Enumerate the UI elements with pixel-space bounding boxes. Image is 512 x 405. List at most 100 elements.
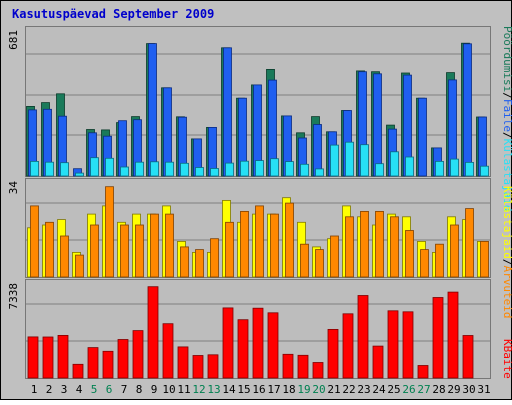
visitors-hits-bar: [285, 161, 294, 177]
x-tick-label: 3: [61, 383, 68, 396]
x-tick-label: 11: [177, 383, 190, 396]
kbytes-bar: [147, 286, 159, 379]
x-tick-label: 22: [342, 383, 355, 396]
kbytes-bar: [462, 335, 474, 379]
kbytes-bar: [222, 307, 234, 379]
visitors-hits-bar: [75, 172, 84, 177]
kbytes-bar: [102, 350, 114, 379]
x-tick-label: 13: [207, 383, 220, 396]
hosts-bar: [60, 235, 69, 278]
visitors-hits-bar: [435, 160, 444, 177]
visitors-hits-bar: [105, 157, 114, 177]
hosts-bar: [30, 205, 39, 278]
visitors-hits-bar: [450, 158, 459, 177]
hosts-bar: [135, 224, 144, 278]
visitors-hits-bar: [315, 168, 324, 177]
x-tick-label: 5: [91, 383, 98, 396]
kbytes-bar: [72, 363, 84, 379]
hosts-bar: [105, 186, 114, 278]
x-tick-label: 19: [297, 383, 310, 396]
visitors-hits-bar: [45, 161, 54, 177]
hosts-bar: [120, 224, 129, 278]
x-tick-label: 14: [222, 383, 236, 396]
kbytes-bar: [372, 345, 384, 379]
kbytes-bar: [162, 323, 174, 379]
visitors-hits-bar: [465, 161, 474, 177]
hosts-bar: [255, 205, 264, 278]
visits-legend: Pöördumisi/Faile/Külastajaid: [501, 26, 512, 211]
hosts-bar: [45, 221, 54, 278]
kbytes-bar: [192, 355, 204, 379]
hosts-bar: [420, 249, 429, 278]
hosts-bar: [285, 202, 294, 278]
files-bar: [223, 47, 232, 177]
hosts-bar: [90, 224, 99, 278]
kbytes-bar: [267, 312, 279, 379]
visitors-hits-bar: [210, 168, 219, 177]
visitors-hits-bar: [270, 158, 279, 177]
x-tick-label: 16: [252, 383, 265, 396]
hosts-bar: [75, 254, 84, 278]
visitors-hits-bar: [120, 166, 129, 177]
legend-pageviews: Pöördumisi: [501, 26, 512, 92]
x-tick-label: 6: [106, 383, 113, 396]
x-tick-label: 26: [402, 383, 415, 396]
kbytes-bar: [117, 339, 129, 379]
hosts-bar: [315, 249, 324, 278]
kbytes-bar: [87, 347, 99, 379]
hosts-legend: Külastajaid/Arvuteid: [501, 186, 512, 318]
visitors-hits-bar: [165, 161, 174, 177]
visitors-hits-bar: [300, 163, 309, 177]
x-tick-label: 12: [192, 383, 205, 396]
x-tick-label: 15: [237, 383, 250, 396]
hosts-bar: [210, 238, 219, 278]
x-tick-label: 8: [136, 383, 143, 396]
visitors-hits-bar: [135, 161, 144, 177]
x-tick-label: 21: [327, 383, 340, 396]
x-tick-label: 29: [447, 383, 460, 396]
visitors-hits-bar: [195, 167, 204, 177]
x-tick-label: 31: [477, 383, 490, 396]
files-bar: [418, 97, 427, 177]
hosts-bar: [435, 243, 444, 278]
kbytes-bar: [402, 311, 414, 379]
legend-visitors-top: Külastajaid: [501, 139, 512, 212]
visitors-hits-bar: [150, 161, 159, 177]
visitors-hits-bar: [90, 157, 99, 177]
visitors-hits-bar: [255, 160, 264, 177]
kbytes-bar: [237, 319, 249, 379]
hosts-bar: [450, 224, 459, 278]
visitors-hits-bar: [375, 163, 384, 177]
kbytes-bar: [57, 334, 69, 379]
hosts-bar: [300, 243, 309, 278]
visitors-hits-bar: [225, 162, 234, 177]
kbytes-bar: [177, 346, 189, 379]
kbytes-bar: [342, 313, 354, 379]
files-bar: [373, 73, 382, 177]
x-tick-label: 27: [417, 383, 430, 396]
x-tick-label: 28: [432, 383, 445, 396]
x-tick-label: 2: [46, 383, 53, 396]
kbytes-bar: [252, 307, 264, 379]
x-tick-label: 4: [76, 383, 83, 396]
kbytes-bar: [312, 362, 324, 379]
visitors-hits-bar: [345, 141, 354, 177]
visitors-hits-bar: [330, 144, 339, 177]
legend-sep-3: /: [501, 259, 512, 266]
x-tick-label: 17: [267, 383, 280, 396]
kbytes-bar: [387, 310, 399, 379]
legend-visitors: Külastajaid: [501, 186, 512, 259]
visitors-hits-bar: [480, 165, 489, 177]
hosts-bar: [345, 216, 354, 278]
hosts-bar: [150, 213, 159, 278]
x-tick-label: 9: [151, 383, 158, 396]
visitors-hits-bar: [180, 162, 189, 177]
x-tick-label: 18: [282, 383, 295, 396]
visitors-hits-bar: [60, 162, 69, 177]
kbytes-bar: [357, 295, 369, 379]
x-tick-label: 30: [462, 383, 475, 396]
kbytes-bar: [432, 297, 444, 379]
x-tick-label: 20: [312, 383, 325, 396]
visits-ymax-label: 681: [7, 30, 20, 50]
